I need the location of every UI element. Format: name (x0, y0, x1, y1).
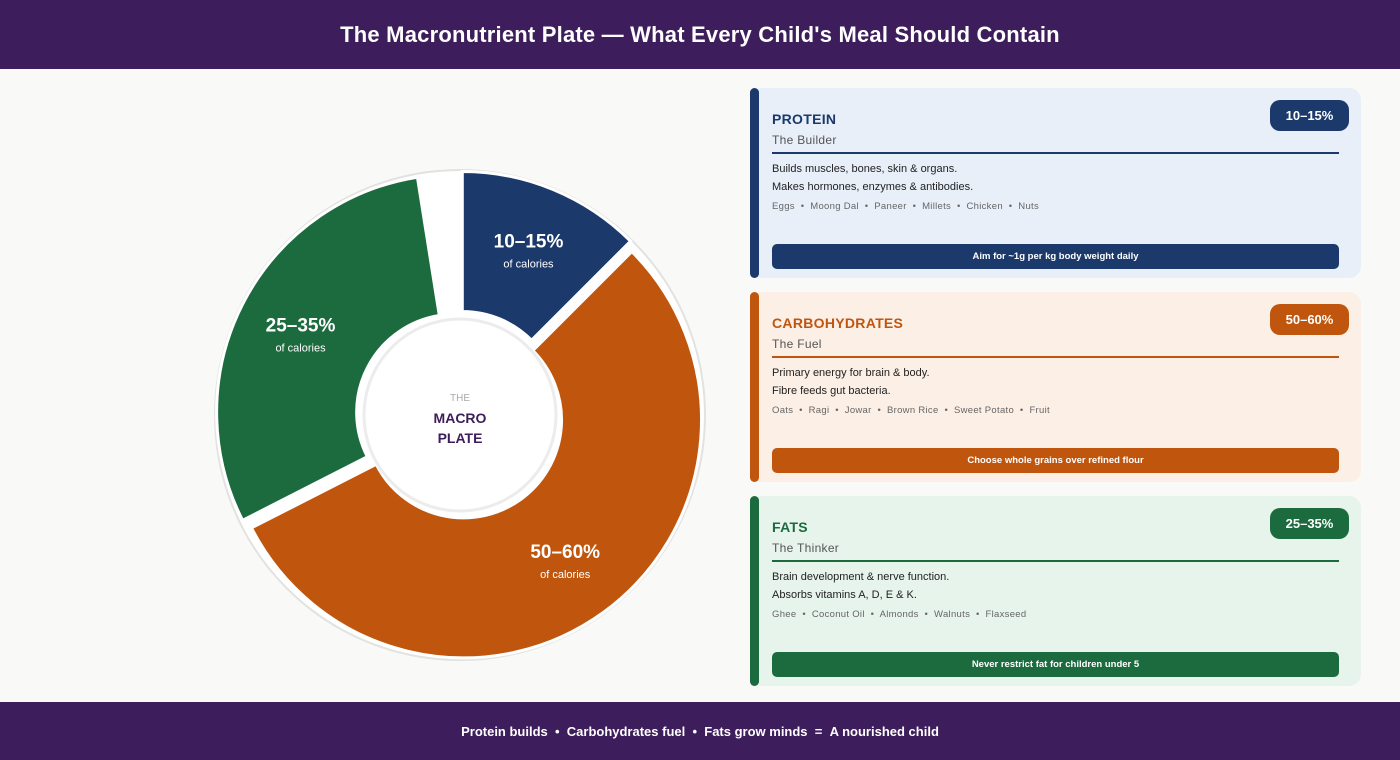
card-subtitle: The Fuel (772, 337, 822, 351)
desc-line: Brain development & nerve function. (772, 571, 950, 583)
footer-separator: • (547, 723, 567, 739)
plate-center (362, 317, 558, 513)
donut-chart: 10–15% of calories 50–60% of calories 25–35%… (214, 169, 706, 661)
card-description: Builds muscles, bones, skin & organs. Ma… (772, 160, 973, 196)
slice-sublabel-fats: of calories (275, 343, 326, 355)
slice-carbohydrates (249, 249, 703, 660)
tip-banner: Choose whole grains over refined flour (772, 448, 1339, 473)
macro-cards: PROTEIN The Builder 10–15% Builds muscle… (750, 88, 1361, 700)
slice-sublabel-protein: of calories (503, 259, 554, 271)
slice-sublabel-carbohydrates: of calories (540, 569, 591, 581)
desc-line: Fibre feeds gut bacteria. (772, 385, 891, 397)
percent-badge: 25–35% (1270, 508, 1349, 539)
accent-bar (750, 292, 759, 482)
slice-fats (215, 175, 442, 523)
footer-banner: Protein builds • Carbohydrates fuel • Fa… (0, 702, 1400, 760)
food-list: Eggs • Moong Dal • Paneer • Millets • Ch… (772, 201, 1040, 212)
card-description: Primary energy for brain & body. Fibre f… (772, 364, 930, 400)
accent-bar (750, 496, 759, 686)
card-description: Brain development & nerve function. Abso… (772, 568, 949, 604)
page-title: The Macronutrient Plate — What Every Chi… (340, 21, 1060, 47)
card-title: CARBOHYDRATES (772, 315, 904, 331)
tip-banner: Never restrict fat for children under 5 (772, 652, 1339, 677)
header-banner: The Macronutrient Plate — What Every Chi… (0, 0, 1400, 69)
tip-banner: Aim for ~1g per kg body weight daily (772, 244, 1339, 269)
desc-line: Absorbs vitamins A, D, E & K. (772, 589, 917, 601)
card-subtitle: The Thinker (772, 541, 840, 555)
slice-label-protein: 10–15% (494, 232, 564, 253)
card-fats: FATS The Thinker 25–35% Brain developmen… (750, 496, 1361, 686)
footer-result: A nourished child (829, 723, 939, 739)
macro-plate-chart: 10–15% of calories 50–60% of calories 25–35%… (200, 155, 720, 675)
divider (772, 152, 1339, 154)
footer-carbs: Carbohydrates fuel (566, 723, 686, 739)
footer-equals: = (807, 723, 830, 739)
card-carbohydrates: CARBOHYDRATES The Fuel 50–60% Primary en… (750, 292, 1361, 482)
desc-line: Primary energy for brain & body. (772, 367, 930, 379)
food-list: Ghee • Coconut Oil • Almonds • Walnuts •… (772, 609, 1027, 620)
desc-line: Makes hormones, enzymes & antibodies. (772, 181, 974, 193)
card-subtitle: The Builder (772, 133, 837, 147)
card-title: FATS (772, 519, 808, 535)
footer-fats: Fats grow minds (704, 723, 808, 739)
footer-separator: • (685, 723, 705, 739)
card-protein: PROTEIN The Builder 10–15% Builds muscle… (750, 88, 1361, 278)
slice-protein (460, 169, 633, 343)
center-label-macro: MACRO (434, 410, 487, 426)
divider (772, 560, 1339, 562)
food-list: Oats • Ragi • Jowar • Brown Rice • Sweet… (772, 405, 1050, 416)
slice-label-carbohydrates: 50–60% (530, 542, 600, 563)
slice-label-fats: 25–35% (266, 316, 336, 337)
card-title: PROTEIN (772, 111, 837, 127)
percent-badge: 50–60% (1270, 304, 1349, 335)
percent-badge: 10–15% (1270, 100, 1349, 131)
footer-protein: Protein builds (461, 723, 548, 739)
center-label-the: THE (450, 393, 470, 404)
accent-bar (750, 88, 759, 278)
desc-line: Builds muscles, bones, skin & organs. (772, 163, 958, 175)
center-label-plate: PLATE (438, 430, 483, 446)
divider (772, 356, 1339, 358)
